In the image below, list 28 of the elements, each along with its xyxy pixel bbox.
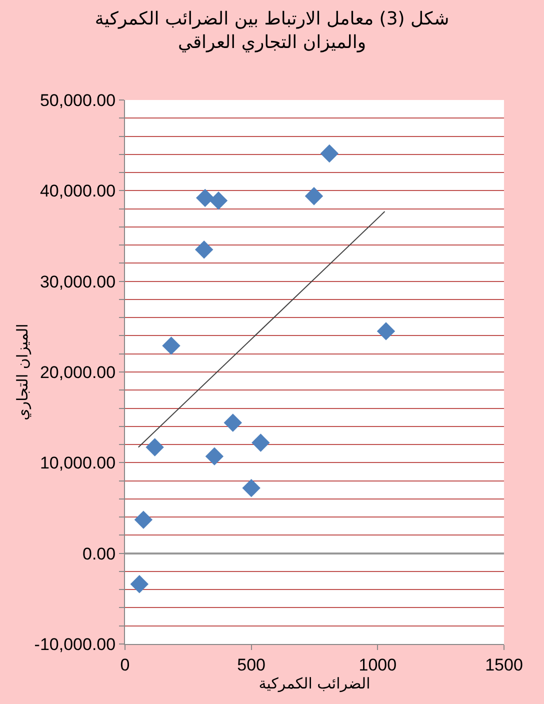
point bbox=[146, 438, 164, 456]
x-tick-label: 1000 bbox=[358, 655, 397, 674]
point bbox=[194, 240, 214, 259]
y-tick-label: 40,000.00 bbox=[40, 182, 116, 201]
y-tick-label: 20,000.00 bbox=[40, 362, 116, 382]
point bbox=[209, 192, 228, 210]
point bbox=[196, 188, 214, 208]
point bbox=[162, 336, 180, 355]
y-tick-label: 10,000.00 bbox=[40, 454, 116, 473]
point bbox=[320, 144, 339, 163]
point bbox=[205, 447, 224, 466]
point bbox=[376, 322, 396, 340]
x-tick-label: 0 bbox=[120, 655, 130, 674]
y-tick-label: -10,000.00 bbox=[34, 634, 116, 654]
x-tick-label: 1500 bbox=[485, 655, 523, 674]
point bbox=[242, 478, 260, 498]
point bbox=[134, 510, 153, 529]
x-axis-title: الضرائب الكمركية bbox=[258, 674, 370, 692]
y-axis-title: الميزان التجاري bbox=[14, 324, 32, 420]
x-tick-label: 500 bbox=[237, 655, 266, 674]
chart-title: شكل (3) معامل الارتباط بين الضرائب الكمركية والميزان التجاري العراقي bbox=[94, 8, 450, 54]
y-tick-label: 30,000.00 bbox=[40, 272, 116, 292]
point bbox=[130, 575, 148, 594]
point bbox=[304, 187, 324, 206]
y-tick-label: 0.00 bbox=[82, 544, 116, 564]
y-tick-label: 50,000.00 bbox=[40, 90, 116, 110]
point bbox=[224, 414, 242, 432]
point bbox=[252, 434, 270, 452]
